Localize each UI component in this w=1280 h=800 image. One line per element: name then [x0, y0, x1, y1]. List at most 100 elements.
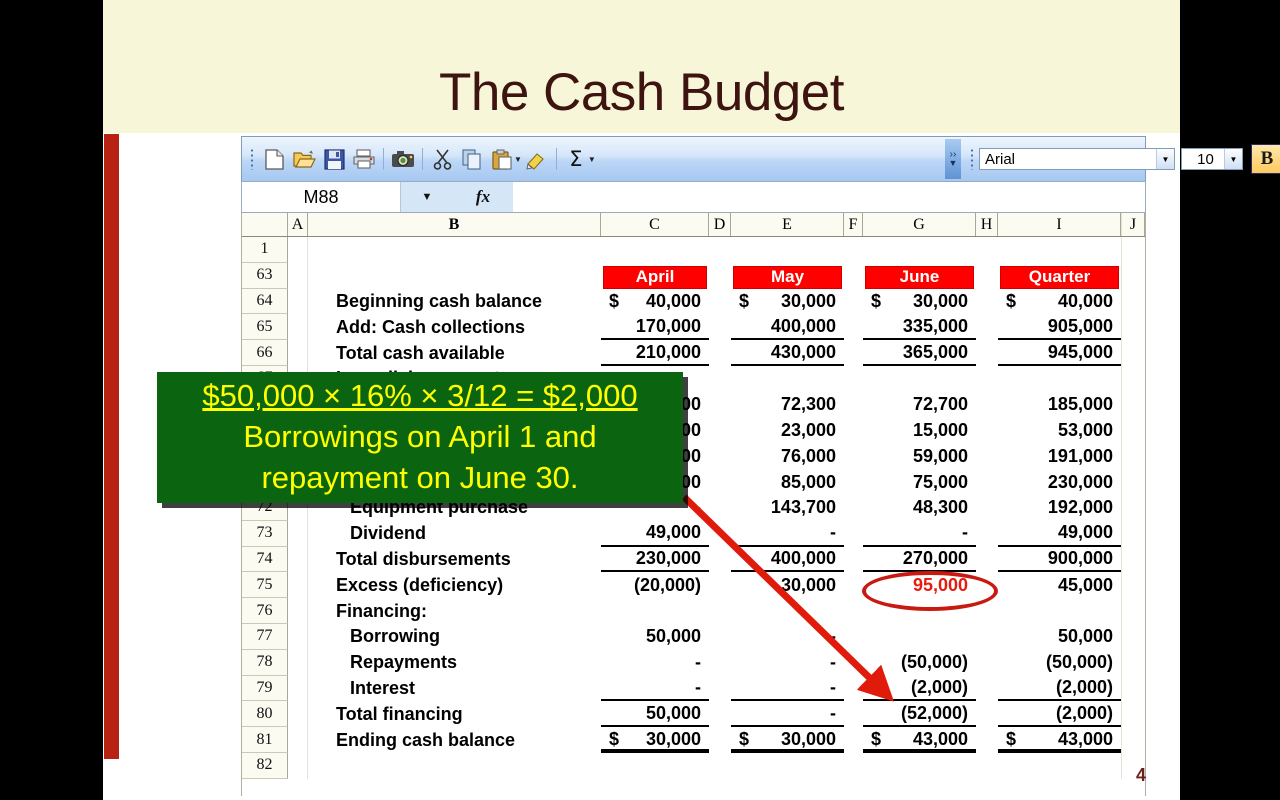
cell-E-value[interactable]: - [731, 650, 844, 676]
row-header[interactable]: 65 [242, 314, 288, 341]
cell-G-value[interactable]: (50,000) [863, 650, 976, 676]
cell-B-label[interactable]: Borrowing [350, 626, 440, 647]
cell-A[interactable] [288, 546, 308, 573]
column-header-F[interactable]: F [844, 213, 863, 236]
cell-E-value[interactable]: - [731, 521, 844, 547]
cell-B-label[interactable]: Excess (deficiency) [336, 574, 504, 595]
cell-C-value[interactable]: 50,000 [601, 701, 709, 728]
cell-A[interactable] [288, 649, 308, 676]
cell-G-value[interactable]: 48,300 [863, 495, 976, 521]
cell-J[interactable] [1121, 365, 1145, 392]
chevron-down-icon[interactable]: ▼ [514, 154, 522, 164]
cell-J[interactable] [1121, 598, 1145, 624]
cell-A[interactable] [288, 288, 308, 315]
cell-B-label[interactable]: Total disbursements [336, 548, 511, 569]
row-header[interactable]: 82 [242, 752, 288, 779]
cell-E-value[interactable]: - [731, 676, 844, 702]
cell-J[interactable] [1121, 520, 1145, 547]
cell-G-value[interactable]: 75,000 [863, 469, 976, 495]
chevron-down-icon[interactable]: ▼ [1156, 149, 1174, 169]
chevron-down-icon[interactable]: ▼ [587, 154, 596, 164]
cell-E-value[interactable]: 30,000 [731, 572, 844, 598]
cell-B-label[interactable]: Ending cash balance [336, 729, 516, 750]
save-icon[interactable] [320, 145, 348, 173]
row-header[interactable]: 64 [242, 288, 288, 315]
cell-J[interactable] [1121, 494, 1145, 521]
row-header[interactable]: 66 [242, 340, 288, 366]
cell-J[interactable] [1121, 288, 1145, 315]
toolbar-overflow-icon[interactable]: ›› ▼ [945, 139, 961, 179]
cell-E-value[interactable]: 85,000 [731, 469, 844, 495]
cell-I-value[interactable]: 45,000 [998, 572, 1121, 598]
table-row[interactable]: 82 [242, 752, 1145, 779]
cell-G-value[interactable]: $30,000 [863, 289, 976, 315]
cell-E-value[interactable]: 143,700 [731, 495, 844, 521]
cell-J[interactable] [1121, 572, 1145, 599]
column-header-H[interactable]: H [976, 213, 998, 236]
cell-A[interactable] [288, 314, 308, 341]
table-row[interactable]: 1 [242, 237, 1145, 263]
copy-icon[interactable] [458, 145, 486, 173]
chevron-down-icon[interactable]: ▼ [1224, 149, 1242, 169]
cell-E-value[interactable]: 400,000 [731, 547, 844, 573]
cell-I-value[interactable]: 185,000 [998, 392, 1121, 418]
cell-J[interactable] [1121, 443, 1145, 470]
cell-J[interactable] [1121, 340, 1145, 366]
row-header[interactable]: 77 [242, 623, 288, 650]
cell-G-value[interactable]: 59,000 [863, 443, 976, 469]
cell-I-value[interactable]: 905,000 [998, 314, 1121, 341]
corner-select-all[interactable] [242, 213, 288, 236]
table-row[interactable]: 78 Repayments - - (50,000) (50,000) [242, 649, 1145, 676]
cell-E-value[interactable]: May [731, 263, 844, 289]
cell-C-value[interactable]: 50,000 [601, 624, 709, 650]
cell-B-label[interactable]: Beginning cash balance [336, 290, 543, 311]
cell-G-value[interactable]: (52,000) [863, 701, 976, 728]
cell-A[interactable] [288, 340, 308, 366]
cell-J[interactable] [1121, 752, 1145, 779]
cell-A[interactable] [288, 262, 308, 289]
bold-button[interactable]: B [1251, 144, 1280, 174]
table-row[interactable]: 79 Interest - - (2,000) (2,000) [242, 675, 1145, 702]
table-row[interactable]: 74 Total disbursements 230,000 400,000 270,0… [242, 546, 1145, 573]
cell-G-value[interactable]: (2,000) [863, 676, 976, 702]
cell-I-value[interactable]: $43,000 [998, 727, 1121, 753]
cell-E-value[interactable]: $30,000 [731, 289, 844, 315]
format-painter-icon[interactable] [523, 145, 551, 173]
cell-C-value[interactable]: - [601, 650, 709, 676]
cell-E-value[interactable]: 23,000 [731, 418, 844, 444]
formula-input[interactable] [513, 182, 1145, 212]
cell-I-value[interactable]: Quarter [998, 263, 1121, 289]
cell-I-value[interactable]: 191,000 [998, 443, 1121, 469]
cell-A[interactable] [288, 237, 308, 263]
cell-A[interactable] [288, 701, 308, 728]
cell-I-value[interactable]: 49,000 [998, 521, 1121, 547]
row-header[interactable]: 78 [242, 649, 288, 676]
cell-G-value[interactable]: 335,000 [863, 314, 976, 341]
cell-G-value[interactable]: 72,700 [863, 392, 976, 418]
cell-I-value[interactable]: 192,000 [998, 495, 1121, 521]
insert-function-icon[interactable]: fx [453, 182, 513, 212]
cell-J[interactable] [1121, 649, 1145, 676]
table-row[interactable]: 76 Financing: [242, 598, 1145, 624]
cell-I-value[interactable]: 53,000 [998, 418, 1121, 444]
chevron-down-icon[interactable]: ▼ [401, 182, 453, 212]
row-header[interactable]: 76 [242, 598, 288, 624]
font-toolbar-grip[interactable] [970, 148, 974, 170]
cell-B-label[interactable]: Repayments [350, 652, 458, 673]
cell-I-value[interactable]: (50,000) [998, 650, 1121, 676]
table-row[interactable]: 80 Total financing 50,000 - (52,000) (2,000) [242, 701, 1145, 728]
row-header[interactable]: 79 [242, 675, 288, 702]
cell-C-value[interactable]: 49,000 [601, 521, 709, 547]
cell-C-value[interactable]: $30,000 [601, 727, 709, 753]
cell-A[interactable] [288, 572, 308, 599]
cell-A[interactable] [288, 727, 308, 753]
cell-A[interactable] [288, 520, 308, 547]
font-size-combo[interactable]: 10 ▼ [1181, 148, 1243, 170]
cell-B-label[interactable]: Add: Cash collections [336, 316, 526, 337]
cell-I-value[interactable]: $40,000 [998, 289, 1121, 315]
cell-C-value[interactable]: (20,000) [601, 572, 709, 598]
column-header-E[interactable]: E [731, 213, 844, 236]
row-header[interactable]: 73 [242, 520, 288, 547]
cell-B-label[interactable]: Financing: [336, 600, 427, 621]
cell-E-value[interactable]: 430,000 [731, 340, 844, 366]
